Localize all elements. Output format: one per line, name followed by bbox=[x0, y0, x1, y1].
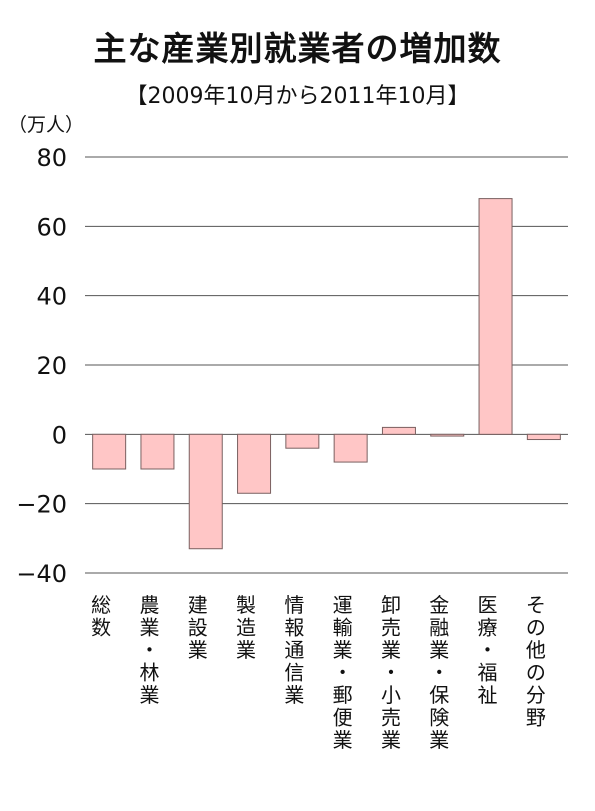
y-tick-label: 20 bbox=[36, 352, 67, 380]
x-tick-label: 医療・福祉 bbox=[478, 593, 498, 707]
x-tick-label: その他の分野 bbox=[526, 593, 546, 730]
bar bbox=[92, 433, 127, 470]
x-tick-label: 製造業 bbox=[236, 593, 256, 662]
bar bbox=[333, 433, 368, 463]
bar bbox=[285, 433, 320, 449]
x-tick-label: 情報通信業 bbox=[284, 593, 304, 707]
bar bbox=[381, 426, 416, 435]
x-tick-label: 農業・林業 bbox=[139, 593, 159, 707]
x-tick-label: 金融業・保険業 bbox=[429, 593, 449, 752]
y-tick-label: −20 bbox=[16, 491, 67, 519]
bar bbox=[188, 433, 223, 550]
y-tick-label: 0 bbox=[52, 421, 67, 449]
y-tick-label: 40 bbox=[36, 283, 67, 311]
bar bbox=[237, 433, 272, 494]
x-tick-label: 運輸業・郵便業 bbox=[333, 593, 353, 752]
chart-title: 主な産業別就業者の増加数 bbox=[93, 29, 502, 68]
x-tick-label: 卸売業・小売業 bbox=[381, 593, 401, 752]
chart-subtitle: 【2009年10月から2011年10月】 bbox=[125, 84, 470, 109]
x-tick-label: 総数 bbox=[91, 593, 111, 640]
bar bbox=[526, 433, 561, 441]
y-axis-label: （万人） bbox=[8, 114, 84, 136]
y-tick-label: 60 bbox=[36, 213, 67, 241]
bar bbox=[478, 198, 513, 435]
bar bbox=[430, 433, 465, 437]
y-tick-label: 80 bbox=[36, 144, 67, 172]
bar bbox=[140, 433, 175, 470]
y-tick-label: −40 bbox=[16, 560, 67, 588]
x-tick-label: 建設業 bbox=[188, 593, 208, 662]
